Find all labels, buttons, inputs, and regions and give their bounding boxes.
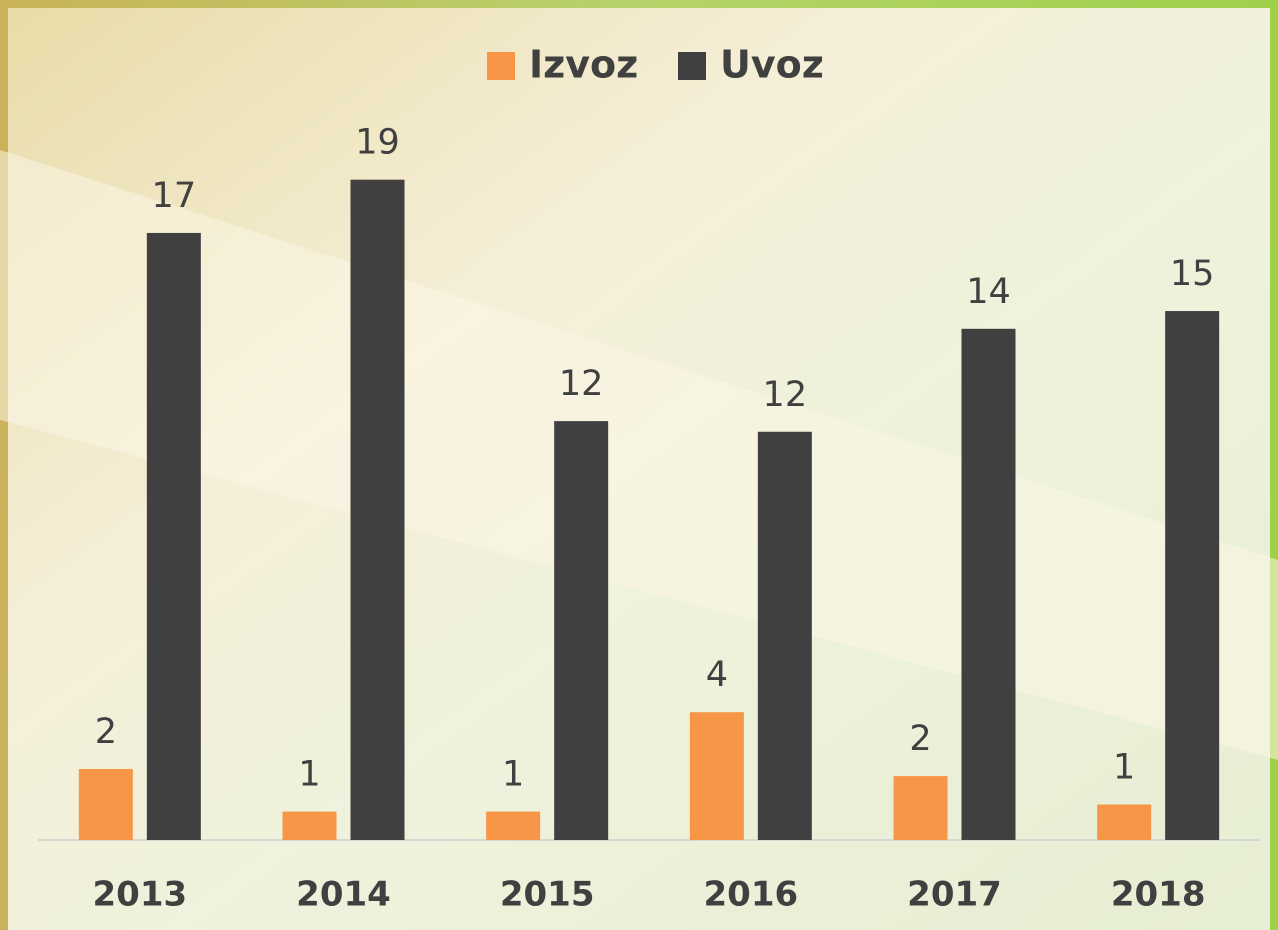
value-label: 2: [95, 712, 117, 752]
bar: [1097, 805, 1151, 841]
legend-swatch: [487, 52, 515, 80]
x-tick-label: 2016: [704, 875, 799, 915]
bar: [1165, 311, 1219, 840]
bar: [554, 421, 608, 840]
value-label: 15: [1170, 254, 1215, 294]
x-tick-label: 2014: [296, 875, 391, 915]
value-label: 1: [1113, 748, 1135, 788]
bar: [758, 432, 812, 840]
x-tick-label: 2013: [93, 875, 188, 915]
value-label: 17: [152, 176, 197, 216]
bar: [351, 180, 405, 840]
value-label: 12: [763, 375, 808, 415]
bar: [690, 712, 744, 840]
legend-swatch: [678, 52, 706, 80]
bar: [486, 812, 540, 840]
chart: IzvozUvoz2013217201411920151122016412201…: [0, 0, 1278, 930]
legend-label: Uvoz: [720, 43, 824, 87]
bar: [147, 233, 201, 840]
value-label: 1: [502, 755, 524, 795]
value-label: 12: [559, 364, 604, 404]
value-label: 4: [706, 655, 728, 695]
x-tick-label: 2017: [907, 875, 1002, 915]
bar: [962, 329, 1016, 840]
bar: [79, 769, 133, 840]
x-tick-label: 2015: [500, 875, 595, 915]
bar: [283, 812, 337, 840]
legend-label: Izvoz: [529, 43, 638, 87]
value-label: 19: [355, 123, 400, 163]
value-label: 14: [966, 272, 1011, 312]
value-label: 1: [298, 755, 320, 795]
x-tick-label: 2018: [1111, 875, 1206, 915]
value-label: 2: [909, 719, 931, 759]
bar: [894, 776, 948, 840]
page: IzvozUvoz2013217201411920151122016412201…: [0, 0, 1278, 930]
